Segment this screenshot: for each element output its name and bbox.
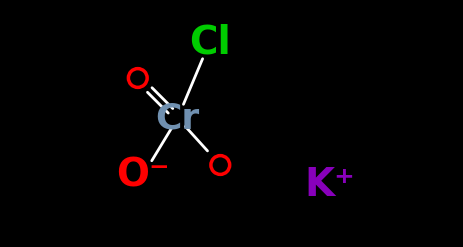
Text: K⁺: K⁺ xyxy=(303,166,354,204)
Text: Cr: Cr xyxy=(155,101,200,135)
Text: O⁻: O⁻ xyxy=(116,156,169,194)
Text: Cl: Cl xyxy=(188,23,230,61)
